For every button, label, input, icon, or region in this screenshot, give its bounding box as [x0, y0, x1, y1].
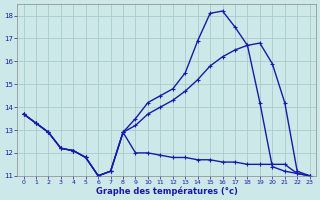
X-axis label: Graphe des températures (°c): Graphe des températures (°c) [96, 186, 237, 196]
